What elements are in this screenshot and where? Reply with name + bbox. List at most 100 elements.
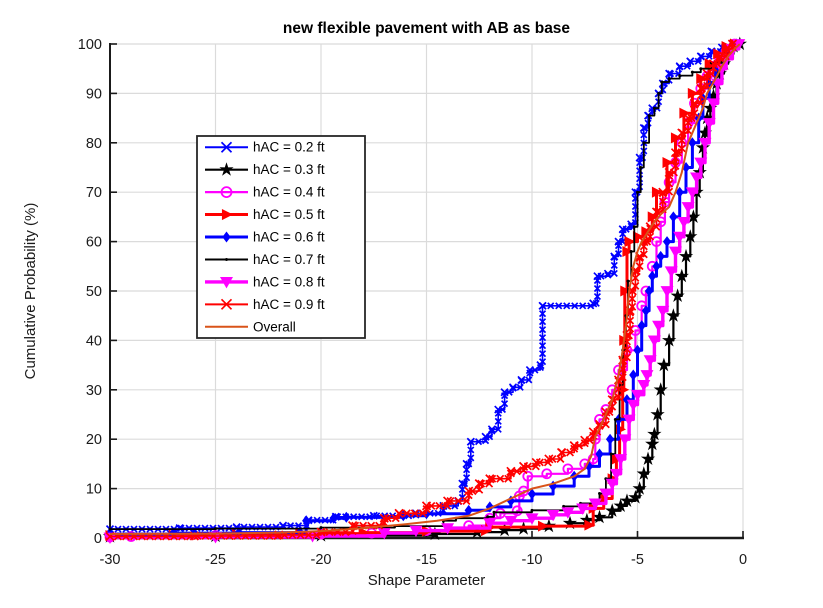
star-marker	[645, 436, 660, 451]
triangle-down-marker	[673, 231, 687, 244]
x-marker	[631, 281, 640, 290]
x-marker	[535, 458, 544, 467]
diamond-marker	[669, 211, 678, 223]
x-marker	[312, 531, 321, 540]
triangle-right-marker	[620, 285, 632, 297]
x-marker	[646, 232, 655, 241]
legend-entry-label: hAC = 0.9 ft	[253, 297, 325, 312]
x-marker	[443, 501, 452, 510]
diamond-marker	[662, 236, 672, 248]
dot-marker	[647, 114, 651, 118]
x-marker	[622, 225, 630, 233]
circle-marker	[522, 470, 534, 482]
star-marker	[619, 493, 635, 507]
x-marker	[592, 299, 600, 307]
x-marker	[587, 302, 595, 310]
triangle-right-marker	[622, 245, 634, 258]
legend-entry-hac-0.3-ft: hAC = 0.3 ft	[205, 162, 325, 177]
diamond-marker	[652, 260, 661, 272]
triangle-right-marker	[538, 520, 550, 532]
star-marker	[670, 288, 685, 302]
x-marker	[494, 417, 502, 425]
dot-marker	[626, 279, 630, 283]
circle-marker	[541, 468, 553, 480]
x-marker	[614, 393, 623, 402]
x-marker	[640, 131, 648, 139]
x-marker	[509, 384, 517, 392]
triangle-right-marker	[651, 186, 663, 198]
x-marker	[485, 479, 494, 488]
x-marker	[665, 179, 674, 188]
x-tick-label: -15	[416, 552, 437, 568]
x-marker	[395, 509, 404, 518]
x-marker	[669, 168, 678, 177]
x-marker	[686, 57, 694, 65]
diamond-marker	[644, 285, 654, 297]
x-marker	[597, 272, 605, 280]
dot-marker	[642, 141, 646, 145]
x-marker	[604, 271, 612, 279]
x-tick-label: -5	[631, 552, 644, 568]
x-marker	[678, 128, 687, 137]
x-marker	[460, 480, 469, 488]
x-marker	[658, 197, 667, 206]
y-tick-label: 90	[86, 86, 102, 102]
x-marker	[383, 514, 392, 523]
star-marker	[653, 382, 668, 396]
x-marker	[671, 161, 680, 170]
y-tick-label: 60	[86, 235, 102, 251]
diamond-marker	[637, 320, 646, 332]
x-marker	[531, 366, 539, 374]
star-marker	[640, 451, 656, 465]
star-marker	[683, 229, 698, 243]
star-marker	[706, 88, 721, 102]
star-marker	[650, 407, 665, 421]
x-marker	[468, 487, 477, 496]
star-marker	[703, 100, 718, 115]
star-marker	[712, 66, 727, 80]
star-marker	[605, 503, 620, 517]
legend-entry-label: hAC = 0.4 ft	[253, 185, 325, 200]
x-marker	[494, 425, 502, 433]
star-marker	[497, 522, 512, 537]
triangle-right-marker	[687, 87, 699, 99]
y-tick-label: 70	[86, 185, 102, 201]
star-marker	[695, 140, 710, 154]
series-line	[109, 43, 741, 535]
legend-entry-label: Overall	[253, 319, 296, 334]
x-marker	[610, 261, 618, 269]
triangle-down-marker	[618, 434, 632, 446]
triangle-down-marker	[605, 478, 619, 491]
x-marker	[402, 509, 411, 518]
dot-marker	[225, 257, 228, 261]
x-tick-label: -30	[100, 552, 121, 568]
x-marker	[512, 467, 521, 476]
triangle-down-marker	[664, 266, 678, 278]
x-marker	[690, 108, 699, 117]
x-marker	[601, 420, 610, 429]
y-tick-label: 100	[78, 37, 102, 53]
x-marker	[697, 52, 705, 60]
triangle-down-marker	[685, 187, 699, 199]
chart-title: new flexible pavement with AB as base	[282, 20, 571, 37]
diamond-marker	[595, 448, 604, 460]
x-marker	[631, 273, 640, 282]
legend-entry-label: hAC = 0.2 ft	[253, 140, 325, 155]
x-marker	[665, 69, 674, 78]
triangle-down-marker	[698, 137, 712, 150]
triangle-down-marker	[599, 488, 613, 501]
x-marker	[462, 496, 471, 505]
x-marker	[687, 114, 696, 123]
series-overall	[109, 43, 741, 535]
x-marker	[304, 531, 313, 540]
y-tick-label: 20	[86, 432, 102, 448]
x-marker	[558, 448, 567, 457]
x-marker	[571, 302, 579, 310]
x-marker	[643, 237, 652, 246]
x-marker	[697, 84, 706, 93]
star-marker	[219, 162, 234, 176]
legend-entry-hac-0.6-ft: hAC = 0.6 ft	[205, 230, 325, 245]
legend-entry-label: hAC = 0.8 ft	[253, 274, 325, 289]
x-marker	[498, 405, 507, 414]
x-tick-label: -25	[205, 552, 226, 568]
